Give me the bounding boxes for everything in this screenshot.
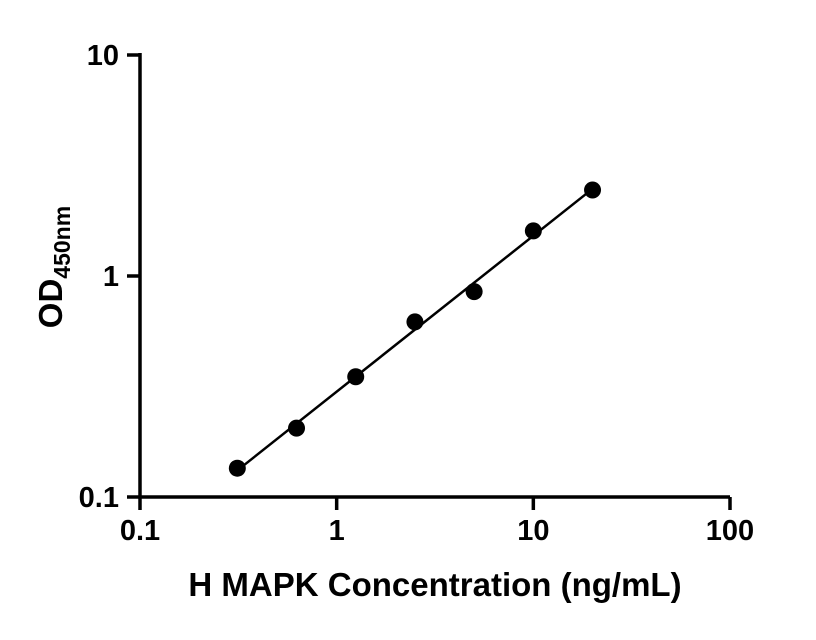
y-axis-title-subscript: 450nm — [49, 206, 75, 279]
y-tick-label: 1 — [103, 261, 119, 293]
y-axis-title: OD450nm — [32, 206, 75, 328]
axes — [138, 53, 730, 499]
y-tick-label: 0.1 — [79, 482, 119, 514]
data-point — [465, 283, 483, 301]
x-tick-label: 0.1 — [120, 515, 160, 547]
data-point — [524, 222, 542, 240]
x-tick-label: 100 — [706, 515, 754, 547]
y-tick-label: 10 — [87, 40, 119, 72]
y-axis-title-main: OD — [32, 279, 69, 329]
data-point — [406, 313, 424, 331]
data-point — [584, 181, 602, 199]
data-point — [228, 459, 246, 477]
x-tick-label: 1 — [329, 515, 345, 547]
x-axis-title: H MAPK Concentration (ng/mL) — [188, 566, 681, 603]
x-tick-label: 10 — [517, 515, 549, 547]
data-point — [288, 419, 306, 437]
data-point — [347, 368, 365, 386]
plot-layer: 0.1 1 10 0.1 1 10 100 — [79, 40, 755, 547]
